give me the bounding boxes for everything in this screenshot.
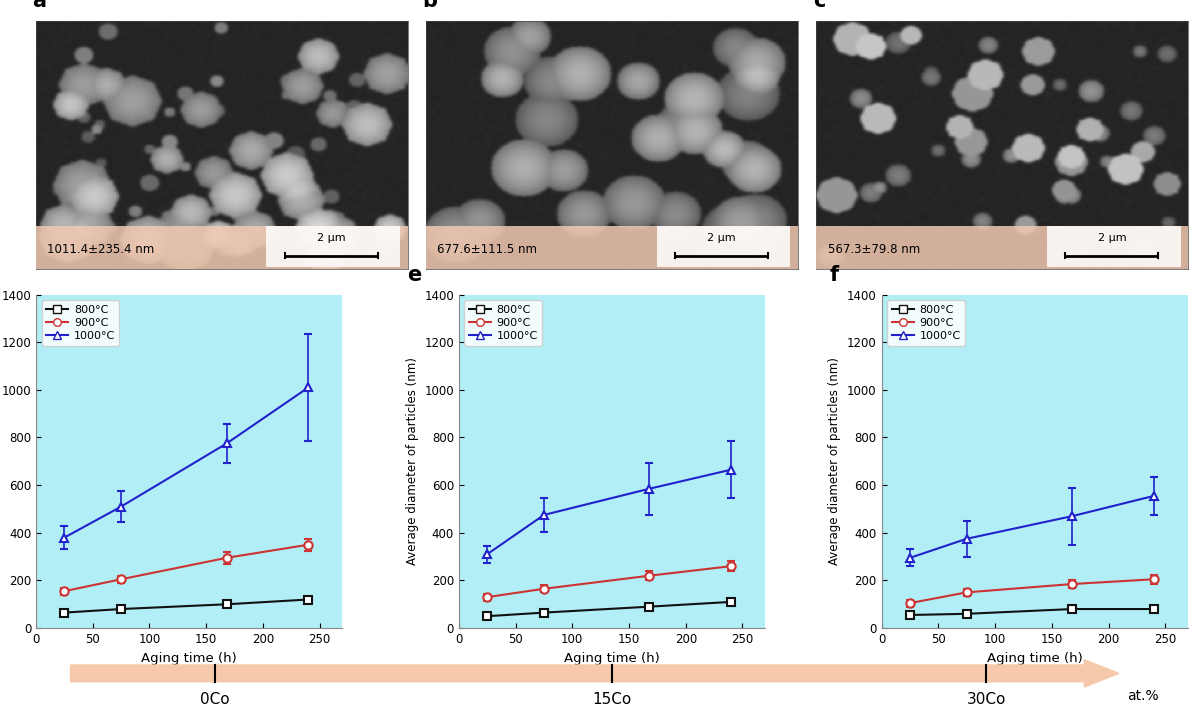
Y-axis label: Average diameter of particles (nm): Average diameter of particles (nm) [828, 357, 841, 565]
Text: e: e [407, 265, 421, 284]
Bar [1046, 226, 1181, 267]
Bar [266, 226, 400, 267]
Bar [656, 226, 791, 267]
Text: 567.3±79.8 nm: 567.3±79.8 nm [828, 243, 919, 256]
Bar [426, 226, 798, 270]
X-axis label: Aging time (h): Aging time (h) [142, 652, 238, 665]
Text: a: a [32, 0, 47, 11]
Text: at.%: at.% [1128, 689, 1159, 702]
Text: 15Co: 15Co [593, 692, 631, 707]
Bar [816, 226, 1188, 270]
Text: f: f [829, 265, 839, 284]
Legend: 800°C, 900°C, 1000°C: 800°C, 900°C, 1000°C [464, 300, 542, 346]
Y-axis label: Average diameter of particles (nm): Average diameter of particles (nm) [406, 357, 419, 565]
Legend: 800°C, 900°C, 1000°C: 800°C, 900°C, 1000°C [887, 300, 965, 346]
Legend: 800°C, 900°C, 1000°C: 800°C, 900°C, 1000°C [42, 300, 120, 346]
X-axis label: Aging time (h): Aging time (h) [564, 652, 660, 665]
Text: 0Co: 0Co [199, 692, 229, 707]
Text: 30Co: 30Co [967, 692, 1006, 707]
Text: 2 μm: 2 μm [317, 233, 346, 243]
FancyArrow shape [71, 660, 1118, 687]
Bar [36, 226, 408, 270]
Text: b: b [422, 0, 438, 11]
Text: c: c [812, 0, 826, 11]
Text: 1011.4±235.4 nm: 1011.4±235.4 nm [47, 243, 155, 256]
Text: 2 μm: 2 μm [707, 233, 736, 243]
Text: 2 μm: 2 μm [1098, 233, 1126, 243]
X-axis label: Aging time (h): Aging time (h) [986, 652, 1082, 665]
Text: 677.6±111.5 nm: 677.6±111.5 nm [437, 243, 538, 256]
